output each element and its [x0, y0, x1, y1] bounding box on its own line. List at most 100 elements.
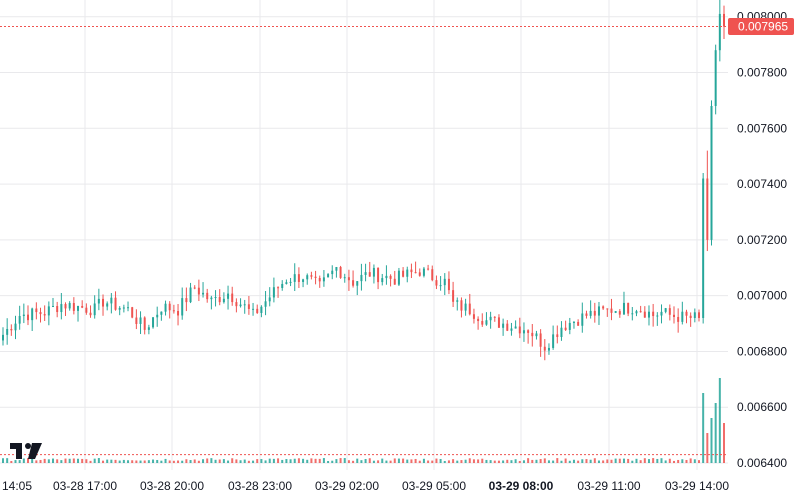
candle	[377, 267, 380, 290]
candle-body	[339, 267, 342, 278]
volume-bar	[77, 458, 80, 463]
volume-bar	[277, 458, 280, 463]
candle	[252, 302, 255, 316]
candle-body	[256, 308, 259, 313]
volume-bar	[168, 460, 171, 463]
candle	[72, 297, 75, 315]
candle-body	[314, 276, 317, 278]
volume-bar	[93, 458, 96, 463]
candle	[452, 281, 455, 307]
candle	[77, 305, 80, 322]
volume-bar	[377, 460, 380, 463]
candle-body	[235, 302, 238, 307]
candle	[456, 297, 459, 311]
candle-body	[160, 311, 163, 315]
candle	[185, 287, 188, 312]
candle-body	[335, 267, 338, 271]
candle	[64, 302, 67, 316]
candle-body	[622, 302, 625, 315]
candle-body	[522, 330, 525, 334]
volume-bar	[381, 458, 384, 463]
candle-body	[635, 311, 638, 314]
candle-body	[22, 314, 25, 316]
candle	[297, 267, 300, 289]
candle-body	[397, 270, 400, 285]
volume-bar	[135, 460, 138, 463]
candle	[306, 273, 309, 285]
candle-body	[264, 301, 267, 307]
volume-bar	[393, 458, 396, 463]
volume-bar	[281, 459, 284, 463]
candle	[635, 309, 638, 317]
volume-bar	[639, 460, 642, 463]
candle	[356, 281, 359, 296]
volume-bar	[131, 460, 134, 463]
x-tick-label: 03-28 17:00	[53, 479, 117, 493]
tradingview-logo-icon[interactable]	[10, 443, 42, 459]
volume-bar	[327, 460, 330, 463]
volume-bar	[114, 459, 117, 463]
candle	[418, 268, 421, 277]
time-axis[interactable]: 14:05 03-28 17:00 03-28 20:00 03-28 23:00 03…	[2, 479, 729, 493]
candle-body	[218, 297, 221, 303]
candle	[539, 329, 542, 357]
candle	[360, 263, 363, 291]
candle-body	[281, 283, 284, 288]
volume-bar	[322, 458, 325, 463]
candle	[293, 263, 296, 291]
candle-body	[581, 313, 584, 326]
candle-body	[152, 317, 155, 328]
candle	[310, 271, 313, 280]
candle-body	[614, 311, 617, 313]
candle	[231, 286, 234, 306]
candle-body	[47, 306, 50, 316]
volume-bar	[497, 460, 500, 463]
candle-body	[668, 308, 671, 315]
candle	[135, 309, 138, 330]
candle	[435, 275, 438, 290]
volume-bar	[306, 459, 309, 463]
candle-body	[381, 278, 384, 283]
volume-bar	[372, 460, 375, 463]
candle-body	[568, 322, 571, 330]
candle	[431, 265, 434, 282]
candle-body	[277, 287, 280, 289]
volume-bar	[464, 459, 467, 463]
candle-body	[723, 13, 725, 27]
candle-body	[418, 272, 421, 276]
candle	[193, 285, 196, 290]
candle	[577, 319, 580, 326]
candle	[543, 339, 546, 361]
volume-bar	[227, 460, 230, 463]
candle	[610, 298, 613, 321]
volume-bar	[60, 460, 63, 463]
candle	[27, 305, 30, 326]
volume-bar	[552, 460, 555, 463]
candle-body	[285, 282, 288, 284]
candle-body	[706, 178, 709, 240]
candle-body	[372, 267, 375, 277]
candle-body	[85, 307, 88, 313]
candle-body	[268, 297, 271, 302]
volume-bar	[702, 393, 705, 463]
volume-bar	[581, 459, 584, 463]
candle-body	[531, 332, 534, 337]
candle	[677, 308, 680, 333]
candle-body	[535, 333, 538, 337]
candle-body	[547, 347, 550, 351]
volume-bar	[560, 460, 563, 463]
price-axis[interactable]: 0.006400 0.006600 0.006800 0.007000 0.007200…	[737, 10, 787, 470]
candle-body	[452, 290, 455, 302]
candle	[422, 266, 425, 278]
candle	[168, 301, 171, 319]
candle-body	[89, 312, 92, 316]
candle-body	[539, 333, 542, 347]
volume-bar	[414, 458, 417, 463]
volume-bar	[214, 459, 217, 463]
candle	[147, 324, 150, 335]
candle-body	[364, 272, 367, 275]
candle	[222, 292, 225, 304]
volume-bar	[522, 460, 525, 463]
volume-bar	[456, 460, 459, 463]
